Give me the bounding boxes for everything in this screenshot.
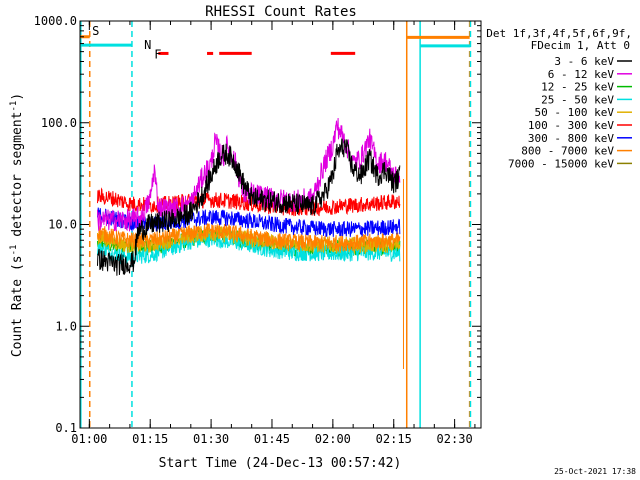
legend-header-line-2: FDecim 1, Att 0 (531, 39, 630, 52)
y-axis-title: Count Rate (s-1 detector segment-1) (9, 93, 25, 357)
x-tick-label: 02:30 (437, 432, 473, 446)
y-axis: 0.1 1.0 10.0 100.0 1000.0 (34, 14, 481, 435)
x-tick-label: 01:30 (193, 432, 229, 446)
x-axis: 01:00 01:15 01:30 01:45 02:00 02:15 02:30 (71, 21, 476, 446)
x-tick-label: 01:45 (254, 432, 290, 446)
x-tick-label: 01:00 (71, 432, 107, 446)
legend-label: 800 - 7000 keV (521, 145, 614, 158)
series-line (97, 138, 401, 276)
series-line (97, 117, 401, 232)
legend-label: 100 - 300 keV (528, 119, 614, 132)
y-tick-label: 1.0 (55, 319, 77, 333)
x-tick-label: 01:15 (132, 432, 168, 446)
chart-title: RHESSI Count Rates (205, 4, 357, 20)
y-tick-label: 10.0 (48, 218, 77, 232)
x-tick-label: 02:15 (376, 432, 412, 446)
legend-label: 3 - 6 keV (554, 55, 614, 68)
legend-label: 6 - 12 keV (548, 68, 615, 81)
segment-annotation: N (144, 38, 151, 52)
legend-label: 50 - 100 keV (535, 106, 615, 119)
legend-label: 12 - 25 keV (541, 81, 614, 94)
legend-label: 7000 - 15000 keV (508, 157, 614, 170)
legend: Det 1f,3f,4f,5f,6f,9f, FDecim 1, Att 0 3… (486, 27, 632, 170)
segment-annotation: F (154, 47, 161, 61)
x-axis-title: Start Time (24-Dec-13 00:57:42) (159, 456, 402, 471)
y-tick-label: 0.1 (55, 421, 77, 435)
plot-area: S NF (80, 21, 472, 428)
y-tick-label: 1000.0 (34, 14, 77, 28)
x-tick-label: 02:00 (315, 432, 351, 446)
timestamp: 25-Oct-2021 17:38 (554, 467, 636, 476)
y-tick-label: 100.0 (41, 116, 77, 130)
legend-label: 25 - 50 keV (541, 93, 614, 106)
segment-annotation: S (92, 24, 99, 38)
legend-label: 300 - 800 keV (528, 132, 614, 145)
legend-header-line-1: Det 1f,3f,4f,5f,6f,9f, (486, 27, 632, 40)
series-line (97, 222, 401, 253)
